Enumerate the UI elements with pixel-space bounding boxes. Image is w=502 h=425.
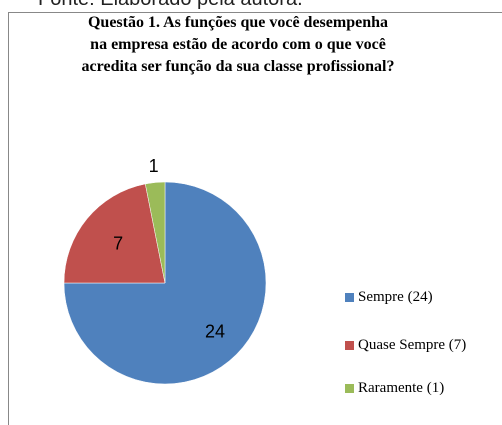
legend-item: Raramente (1) (345, 380, 498, 396)
chart-title: Questão 1. As funções que você desempenh… (81, 14, 395, 75)
data-label: 1 (149, 156, 159, 176)
legend-swatch (345, 384, 354, 393)
legend-label: Raramente (1) (358, 380, 445, 396)
legend-label: Quase Sempre (7) (358, 337, 467, 353)
legend-label: Sempre (24) (358, 289, 433, 305)
pie-slice (63, 183, 166, 284)
legend-swatch (345, 341, 354, 350)
legend-item: Quase Sempre (7) (345, 337, 498, 353)
legend-item: Sempre (24) (345, 289, 498, 305)
data-label: 24 (205, 322, 225, 342)
legend-swatch (345, 293, 354, 302)
chart-border (8, 12, 502, 425)
pie-slice (145, 181, 166, 284)
source-note: Fonte: Elaborado pela autora. (38, 0, 303, 11)
data-label: 7 (113, 233, 123, 253)
